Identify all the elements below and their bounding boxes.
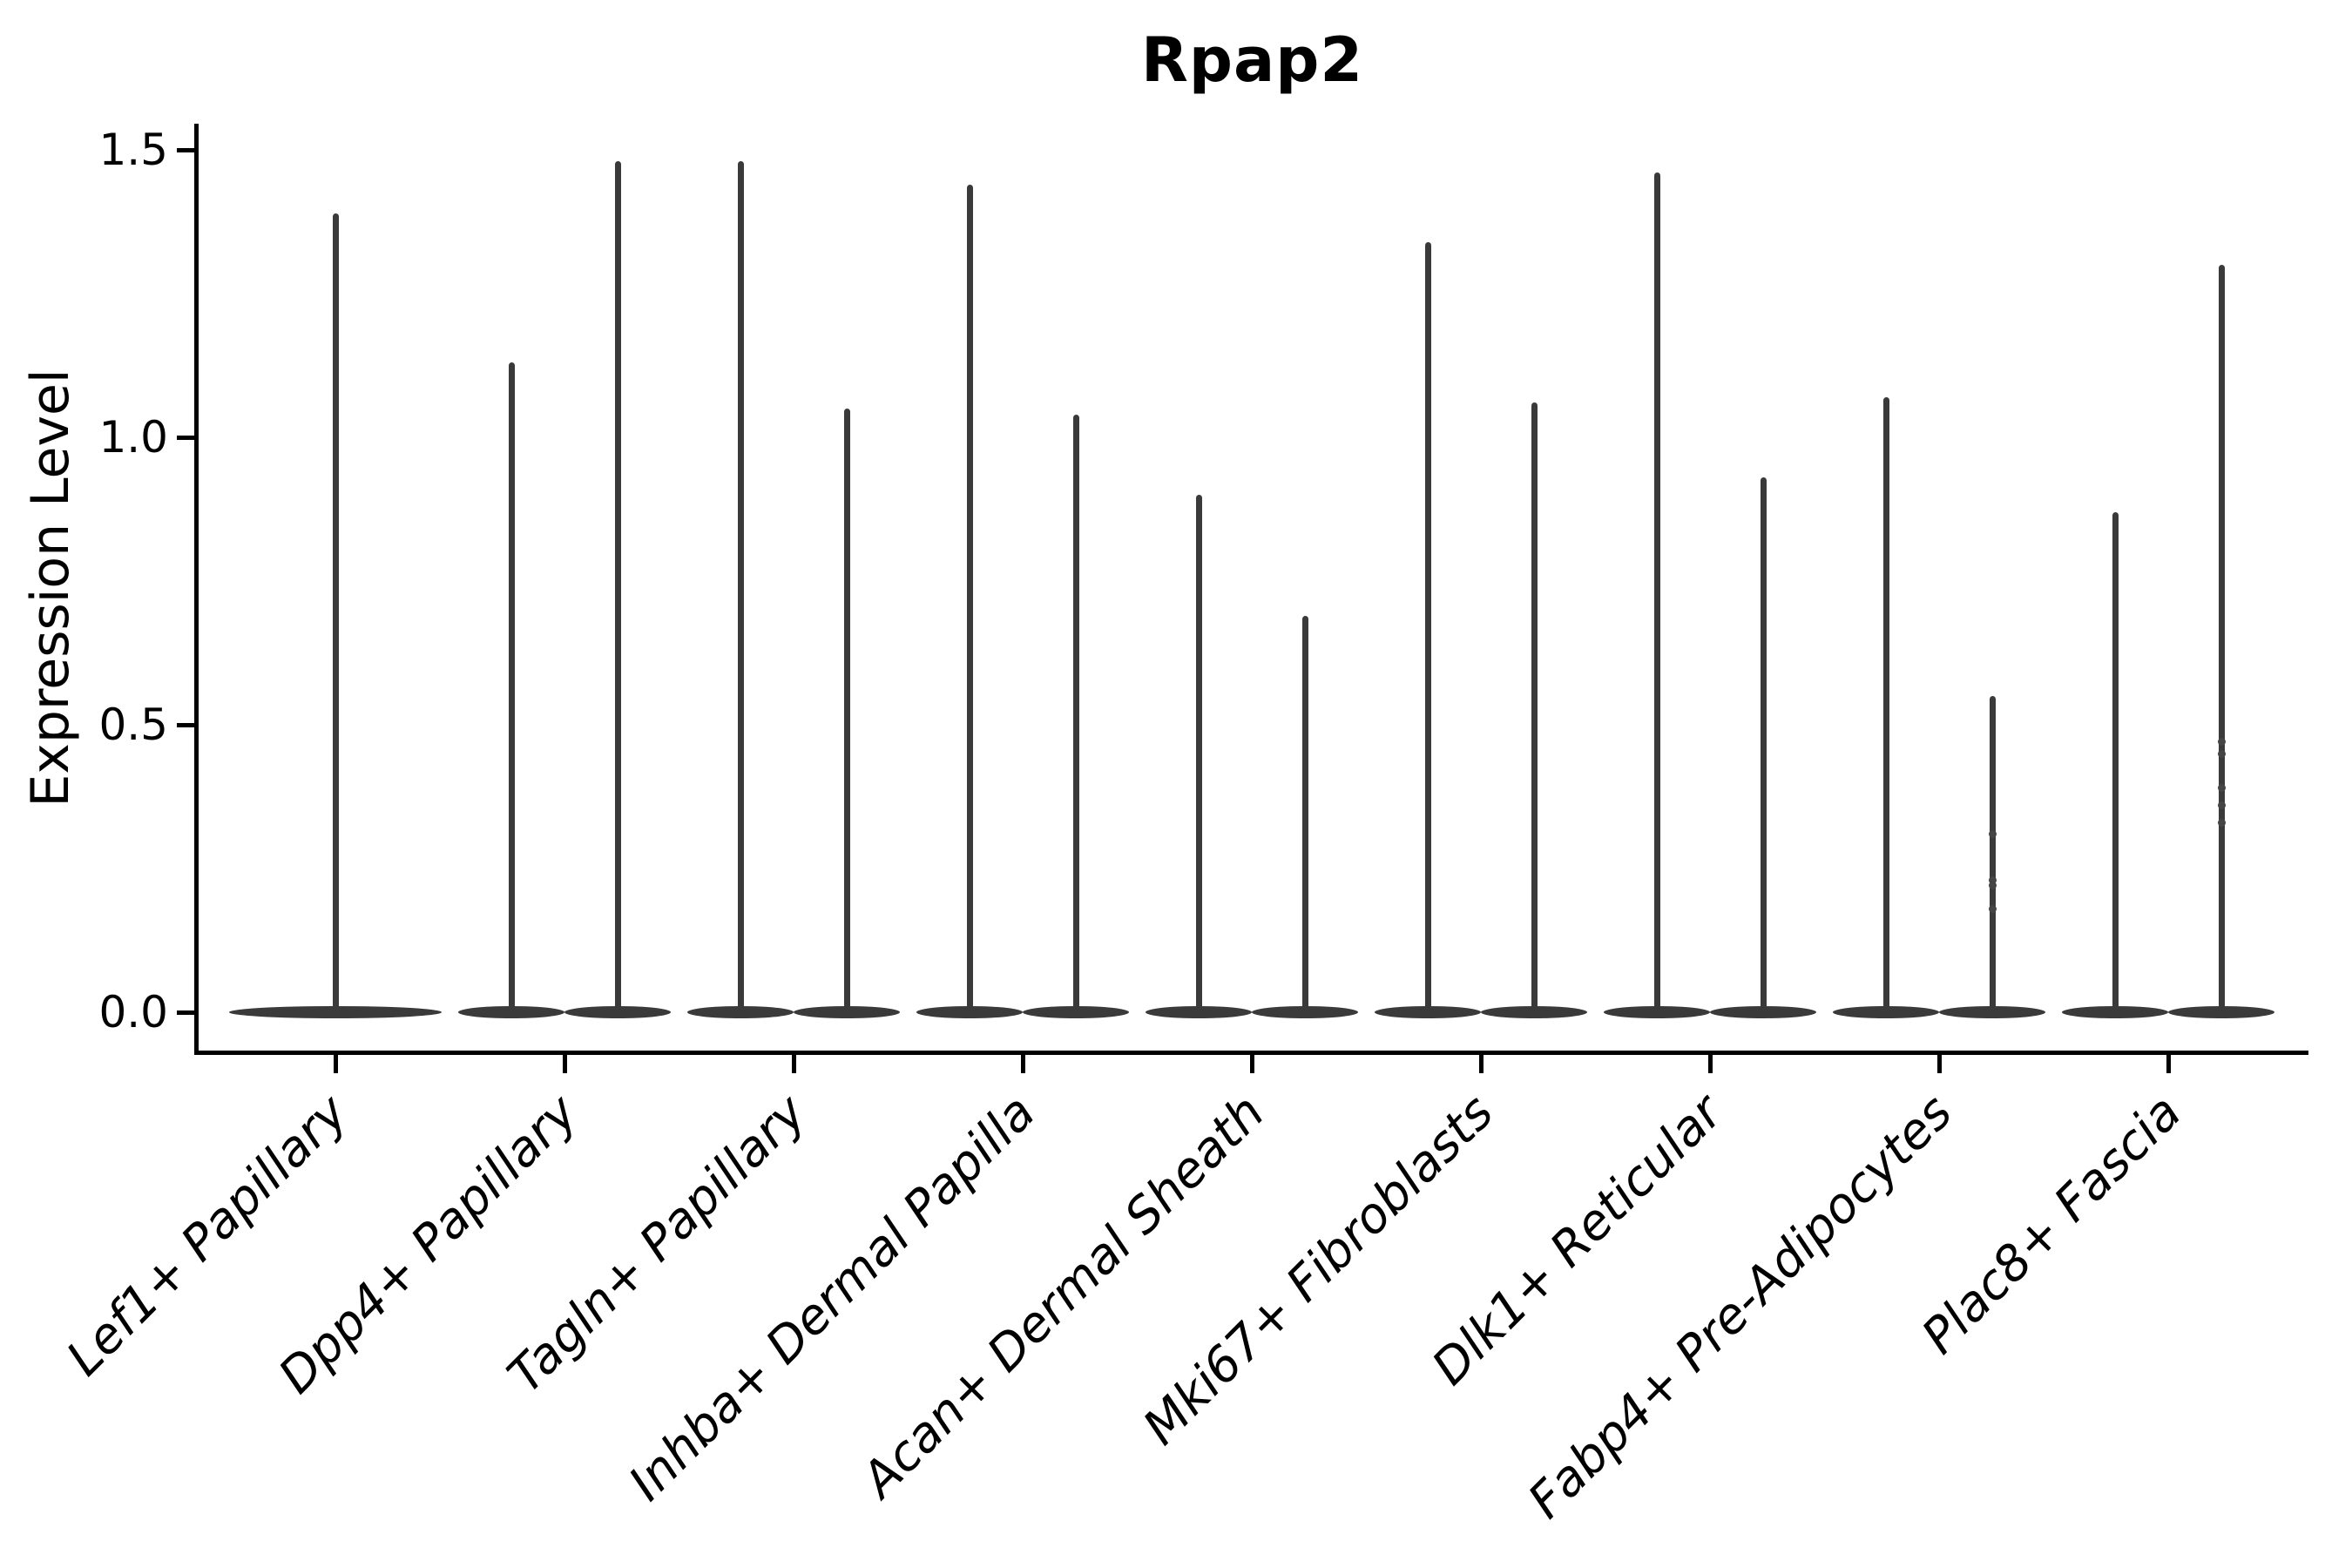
x-tick-label: Acan+ Dermal Sheath — [851, 1084, 1276, 1509]
violin-base — [1481, 1006, 1587, 1018]
violin-spike — [737, 161, 744, 1012]
expression-point — [2217, 818, 2226, 827]
violin-spike — [966, 184, 973, 1012]
y-axis-spine — [194, 124, 199, 1055]
violin-base — [564, 1006, 671, 1018]
violin-base — [1833, 1006, 1939, 1018]
violin-base — [1710, 1006, 1816, 1018]
x-axis-spine — [194, 1051, 2308, 1055]
x-tick-mark — [1479, 1055, 1484, 1073]
expression-point — [2217, 749, 2226, 758]
x-tick-mark — [1021, 1055, 1025, 1073]
violin-base — [794, 1006, 900, 1018]
plot-title: Rpap2 — [1140, 24, 1364, 96]
violin-base — [916, 1006, 1023, 1018]
x-tick-label: Fabp4+ Pre-Adipocytes — [1517, 1084, 1963, 1530]
violin-spike — [1989, 696, 1996, 1012]
x-tick-mark — [1250, 1055, 1254, 1073]
violin-spike — [614, 161, 621, 1012]
x-tick-mark — [334, 1055, 338, 1073]
violin-spike — [843, 409, 850, 1012]
expression-point — [2217, 738, 2226, 747]
x-tick-mark — [563, 1055, 567, 1073]
expression-point — [1988, 882, 1997, 890]
y-tick-label: 0.5 — [98, 700, 168, 750]
violin-base — [1146, 1006, 1252, 1018]
violin-spike — [1072, 414, 1079, 1012]
expression-point — [1988, 829, 1997, 838]
violin-spike — [1531, 402, 1538, 1012]
violin-spike — [1882, 396, 1889, 1012]
violin-spike — [332, 213, 339, 1012]
violin-base — [2062, 1006, 2168, 1018]
violin-base — [1023, 1006, 1129, 1018]
violin-spike — [1653, 172, 1660, 1012]
expression-point — [1988, 875, 1997, 884]
violin-spike — [508, 362, 515, 1012]
violin-base — [687, 1006, 794, 1018]
x-tick-mark — [1708, 1055, 1713, 1073]
violin-spike — [1760, 477, 1767, 1012]
y-tick-mark — [177, 723, 194, 727]
y-tick-label: 0.0 — [98, 987, 168, 1037]
violin-base — [1604, 1006, 1710, 1018]
y-tick-mark — [177, 436, 194, 440]
y-tick-mark — [177, 148, 194, 152]
violin-base — [229, 1006, 442, 1018]
expression-point — [2217, 784, 2226, 793]
x-tick-mark — [1937, 1055, 1942, 1073]
x-tick-label: Inhba+ Dermal Papilla — [618, 1084, 1047, 1512]
violin-base — [1252, 1006, 1358, 1018]
expression-point — [2217, 801, 2226, 809]
x-tick-mark — [792, 1055, 796, 1073]
violin-spike — [2112, 511, 2119, 1012]
violin-base — [458, 1006, 564, 1018]
violin-spike — [1301, 615, 1308, 1012]
violin-base — [1939, 1006, 2045, 1018]
y-tick-label: 1.5 — [98, 125, 168, 175]
violin-base — [1375, 1006, 1481, 1018]
violin-spike — [1424, 241, 1431, 1012]
y-tick-mark — [177, 1010, 194, 1015]
violin-spike — [1195, 495, 1202, 1012]
x-tick-mark — [2166, 1055, 2171, 1073]
y-tick-label: 1.0 — [98, 412, 168, 463]
expression-point — [1988, 904, 1997, 913]
violin-spike — [2218, 265, 2225, 1012]
violin-base — [2168, 1006, 2274, 1018]
